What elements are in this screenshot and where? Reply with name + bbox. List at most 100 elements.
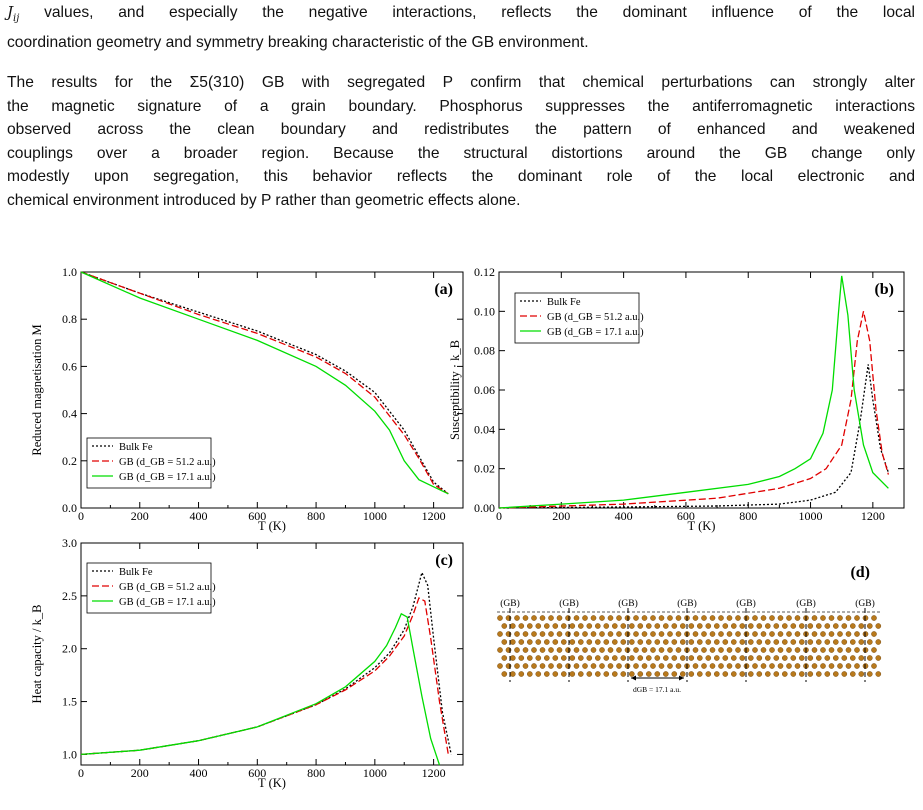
x-tick-label: 400 — [190, 509, 208, 523]
atom — [697, 655, 703, 661]
x-tick-label: 200 — [552, 509, 570, 523]
atom — [816, 671, 822, 677]
atom — [582, 615, 588, 621]
atom — [718, 663, 724, 669]
atom — [845, 647, 852, 653]
legend-entry: GB (d_GB = 51.2 a.u.) — [547, 312, 644, 323]
x-tick-label: 1200 — [422, 766, 446, 780]
atom — [616, 615, 622, 621]
atom — [841, 639, 848, 645]
atom — [658, 647, 665, 653]
x-tick-label: 1000 — [799, 509, 823, 523]
legend-entry: GB (d_GB = 51.2 a.u.) — [119, 457, 216, 468]
atom — [867, 655, 873, 661]
series-line — [80, 271, 449, 495]
atom — [654, 639, 661, 645]
paragraph-2-line: modestly upon segregation, this behavior… — [7, 168, 915, 186]
atom — [539, 647, 546, 653]
atom — [616, 663, 622, 669]
legend-box — [514, 292, 640, 344]
gb-label: (GB) — [855, 598, 875, 609]
atom — [509, 671, 516, 677]
atom — [820, 663, 826, 669]
atom — [714, 671, 720, 677]
series-line — [80, 271, 449, 495]
y-tick-label: 0.4 — [62, 407, 77, 421]
atom — [773, 671, 780, 677]
series-line — [498, 275, 889, 509]
atom — [752, 663, 758, 669]
atom — [782, 639, 788, 645]
atom — [739, 671, 746, 677]
atom — [701, 647, 707, 653]
atom — [726, 663, 733, 669]
atom — [786, 615, 792, 621]
atom — [739, 639, 746, 645]
atom — [811, 663, 818, 669]
atom — [752, 631, 758, 637]
atom — [820, 631, 826, 637]
x-tick-label: 600 — [248, 509, 266, 523]
atom — [646, 639, 652, 645]
atom — [663, 623, 669, 629]
y-tick-label: 1.5 — [62, 695, 77, 709]
atom — [799, 655, 805, 661]
atom — [573, 631, 580, 637]
atom — [539, 663, 546, 669]
atom — [692, 631, 699, 637]
atom — [680, 639, 686, 645]
atom — [641, 663, 648, 669]
atom — [578, 655, 584, 661]
atom — [858, 671, 865, 677]
atom — [514, 615, 520, 621]
legend-entry: Bulk Fe — [119, 567, 153, 578]
atom — [807, 639, 814, 645]
atom — [616, 647, 622, 653]
atom — [680, 655, 686, 661]
atom — [569, 671, 576, 677]
atom — [680, 623, 686, 629]
x-tick-label: 800 — [739, 509, 757, 523]
atom — [752, 615, 758, 621]
atom — [565, 615, 571, 621]
y-tick-label: 0.00 — [474, 501, 495, 515]
atom — [850, 655, 856, 661]
atom — [714, 639, 720, 645]
atom — [629, 639, 635, 645]
atom — [722, 623, 729, 629]
atom — [705, 671, 712, 677]
atom — [620, 671, 627, 677]
atom — [726, 615, 733, 621]
x-axis-label: T (K) — [258, 519, 286, 533]
atom — [722, 639, 729, 645]
atom — [637, 671, 644, 677]
atom — [735, 647, 741, 653]
atom — [620, 623, 627, 629]
atom — [790, 655, 797, 661]
legend-box — [86, 562, 212, 614]
atom — [637, 623, 644, 629]
atom — [518, 623, 525, 629]
atom — [871, 647, 877, 653]
atom — [658, 615, 665, 621]
atom — [578, 623, 584, 629]
atom — [675, 615, 682, 621]
atom — [867, 623, 873, 629]
atom — [722, 655, 729, 661]
atom — [565, 647, 571, 653]
paragraph-2-line: couplings over a broader region. Because… — [7, 144, 915, 162]
atom — [667, 647, 673, 653]
atom — [765, 623, 771, 629]
gb-label: (GB) — [559, 598, 579, 609]
atom — [586, 671, 593, 677]
atom — [731, 655, 737, 661]
atom — [599, 647, 605, 653]
atom — [875, 671, 882, 677]
legend-entry: GB (d_GB = 51.2 a.u.) — [119, 582, 216, 593]
atom — [607, 647, 614, 653]
atom — [531, 647, 537, 653]
atom — [509, 623, 516, 629]
atom — [688, 639, 695, 645]
atom — [824, 639, 831, 645]
atom — [790, 639, 797, 645]
